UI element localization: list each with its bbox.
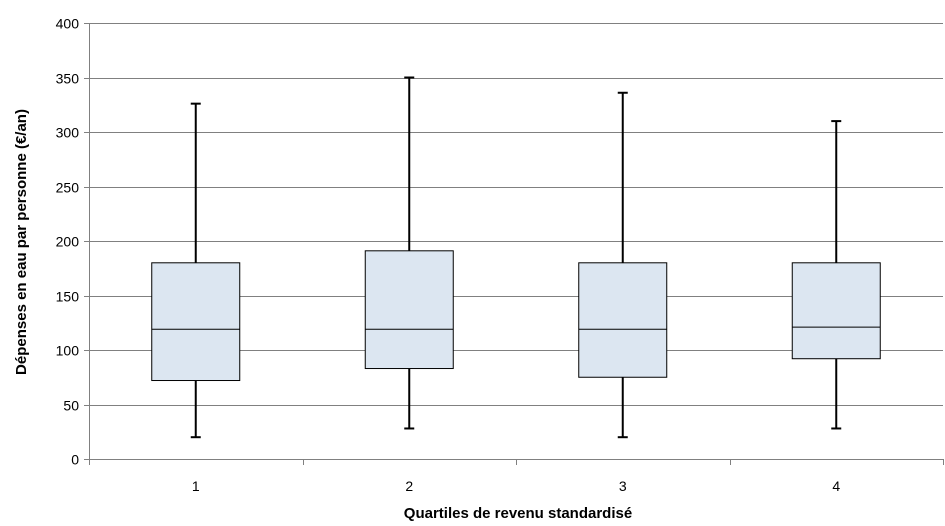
box-2 [364, 76, 454, 430]
x-axis-title: Quartiles de revenu standardisé [404, 505, 632, 522]
box-iqr [791, 262, 881, 360]
y-tick-label: 400 [56, 16, 80, 32]
x-axis: 1 2 3 4 [89, 23, 944, 494]
boxes [151, 76, 881, 439]
box-iqr [151, 262, 241, 382]
x-tick-label: 1 [192, 478, 200, 494]
box-1 [151, 102, 241, 439]
y-tick-label: 300 [56, 125, 80, 141]
y-tick-label: 200 [56, 234, 80, 250]
x-tick-label: 4 [832, 478, 840, 494]
y-axis-title: Dépenses en eau par personne (€/an) [13, 109, 30, 375]
grid-lines [84, 23, 943, 460]
box-3 [578, 91, 668, 439]
x-tick-label: 2 [405, 478, 413, 494]
y-tick-label: 250 [56, 180, 80, 196]
box-4 [791, 120, 881, 430]
box-iqr [364, 250, 454, 370]
y-tick-label: 50 [63, 398, 79, 414]
y-axis-ticks: 0 50 100 150 200 250 300 350 400 [56, 16, 80, 468]
x-tick-label: 3 [619, 478, 627, 494]
y-tick-label: 350 [56, 71, 80, 87]
y-tick-label: 150 [56, 289, 80, 305]
y-tick-label: 100 [56, 343, 80, 359]
box-iqr [578, 262, 668, 378]
y-tick-label: 0 [71, 452, 79, 468]
